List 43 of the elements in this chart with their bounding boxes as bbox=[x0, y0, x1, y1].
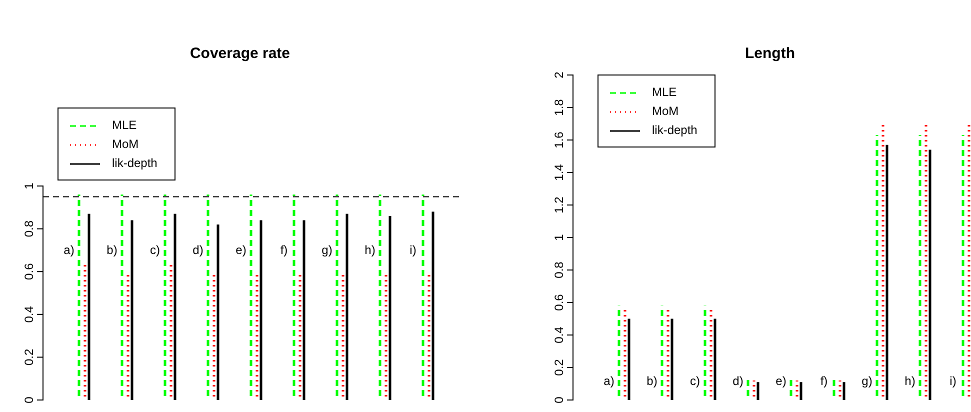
y-tick-label: 0.2 bbox=[552, 358, 566, 376]
category-label: a) bbox=[604, 374, 614, 388]
category-label: f) bbox=[280, 243, 288, 258]
y-tick-label: 0.8 bbox=[22, 220, 36, 238]
category-label: c) bbox=[690, 374, 700, 388]
y-tick-label: 1 bbox=[22, 182, 36, 190]
y-tick-label: 0.6 bbox=[552, 294, 566, 311]
category-label: b) bbox=[106, 243, 118, 258]
category-label: g) bbox=[322, 243, 332, 258]
y-tick-label: 0.4 bbox=[552, 326, 566, 344]
y-tick-label: 1.2 bbox=[552, 196, 566, 214]
category-label: d) bbox=[192, 243, 204, 258]
legend-label: MLE bbox=[652, 85, 677, 100]
legend-label: lik-depth bbox=[112, 156, 158, 170]
category-label: f) bbox=[820, 374, 828, 388]
y-tick-label: 2 bbox=[552, 71, 566, 78]
y-tick-label: 0 bbox=[552, 396, 566, 404]
y-tick-label: 0.4 bbox=[22, 306, 36, 323]
y-tick-label: 1.6 bbox=[552, 131, 566, 148]
category-label: a) bbox=[64, 243, 74, 258]
y-tick-label: 0.6 bbox=[22, 262, 36, 280]
category-label: h) bbox=[364, 243, 376, 258]
category-label: c) bbox=[150, 243, 160, 258]
y-tick-label: 1 bbox=[552, 234, 566, 241]
category-label: i) bbox=[410, 243, 416, 258]
legend-label: lik-depth bbox=[652, 123, 698, 138]
category-label: d) bbox=[732, 374, 744, 388]
y-tick-label: 1.8 bbox=[552, 98, 566, 116]
legend-label: MoM bbox=[652, 104, 679, 118]
category-label: h) bbox=[904, 374, 916, 388]
category-label: g) bbox=[862, 374, 872, 388]
legend-label: MLE bbox=[112, 118, 137, 132]
y-tick-label: 0 bbox=[22, 396, 36, 404]
category-label: e) bbox=[776, 374, 786, 388]
category-label: b) bbox=[646, 374, 658, 388]
y-tick-label: 0.2 bbox=[22, 348, 36, 366]
legend-label: MoM bbox=[112, 137, 139, 152]
y-tick-label: 0.8 bbox=[552, 261, 566, 278]
category-label: e) bbox=[236, 243, 246, 258]
chart-title: Coverage rate bbox=[190, 45, 290, 62]
category-label: i) bbox=[950, 374, 956, 388]
chart-title: Length bbox=[745, 45, 795, 62]
y-tick-label: 1.4 bbox=[552, 164, 566, 181]
